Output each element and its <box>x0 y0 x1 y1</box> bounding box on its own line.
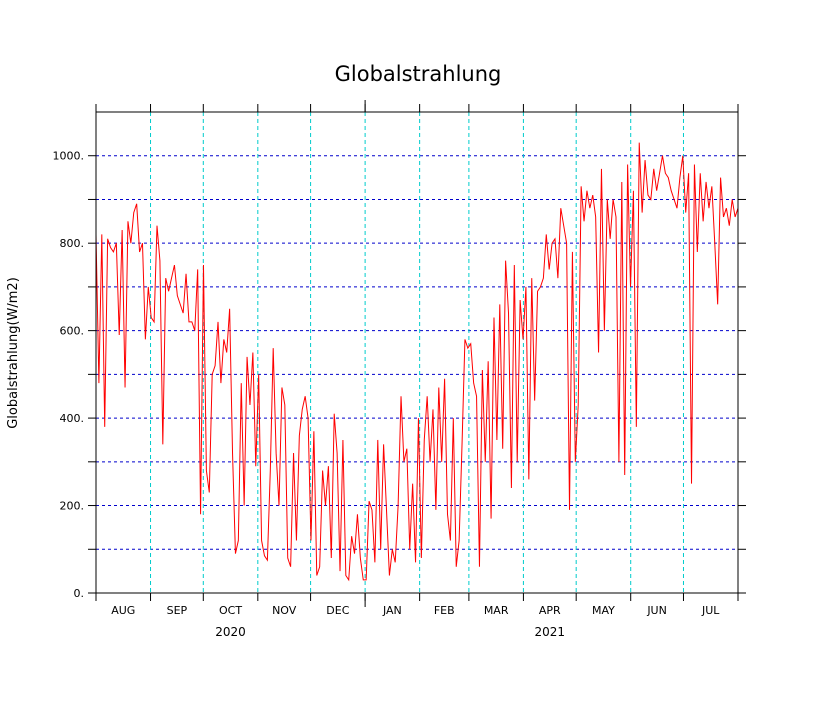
x-tick-label: OCT <box>219 604 242 617</box>
y-tick-label: 400. <box>60 412 85 425</box>
y-tick-label: 0. <box>74 587 85 600</box>
x-tick-label: NOV <box>272 604 297 617</box>
x-tick-label: DEC <box>326 604 349 617</box>
chart-title: Globalstrahlung <box>335 62 502 86</box>
year-label: 2020 <box>215 625 246 639</box>
y-tick-label: 200. <box>60 500 85 513</box>
y-tick-label: 800. <box>60 237 85 250</box>
x-tick-label: FEB <box>434 604 455 617</box>
y-axis-label: Globalstrahlung(W/m2) <box>6 277 21 429</box>
grid-layer <box>96 112 738 593</box>
x-tick-label: APR <box>539 604 561 617</box>
x-tick-label: JUN <box>646 604 667 617</box>
year-label: 2021 <box>535 625 566 639</box>
y-tick-label: 600. <box>60 325 85 338</box>
x-tick-label: JUL <box>701 604 720 617</box>
x-tick-label: AUG <box>111 604 135 617</box>
x-tick-label: SEP <box>167 604 188 617</box>
plot-frame <box>95 111 739 594</box>
series-layer <box>95 142 739 582</box>
axis-layer: 0. 200. 400. 600. 800. 1000. AUG SEP OCT NOV DEC JA… <box>53 100 746 639</box>
series-line <box>95 142 739 582</box>
x-tick-label: JAN <box>382 604 402 617</box>
x-tick-label: MAR <box>484 604 509 617</box>
x-tick-label: MAY <box>592 604 615 617</box>
y-tick-label: 1000. <box>53 150 85 163</box>
